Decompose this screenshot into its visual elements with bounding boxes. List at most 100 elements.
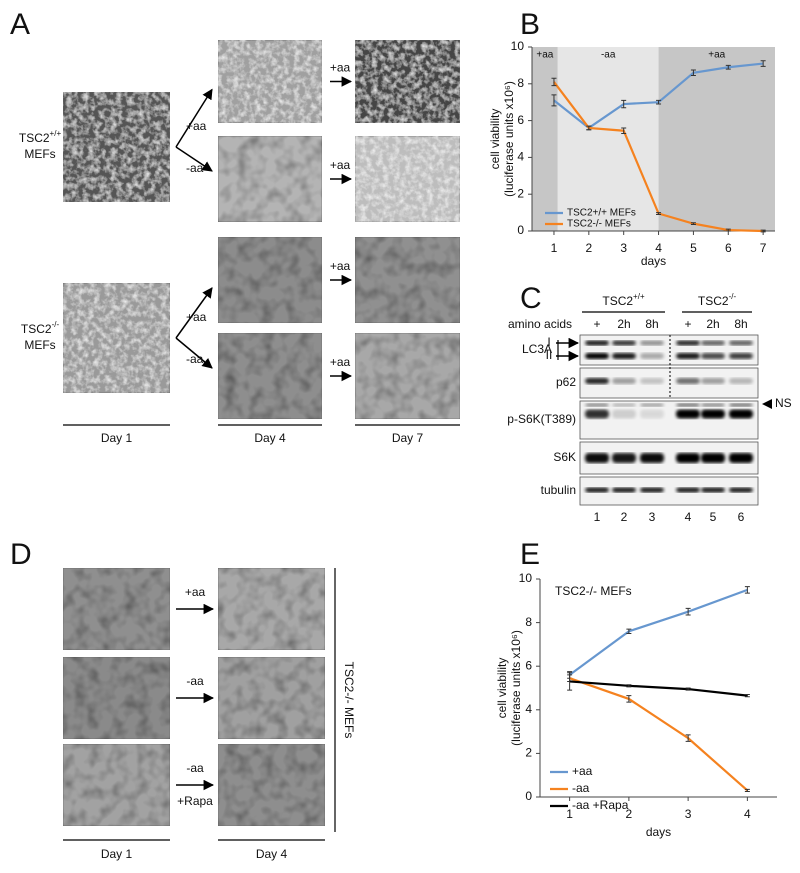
series-line xyxy=(569,680,748,697)
y-axis-label: (luciferase units x10⁶) xyxy=(502,81,516,197)
lane-treatment: 2h xyxy=(617,317,630,331)
blot-label: S6K xyxy=(553,450,576,464)
panel-label: A xyxy=(10,8,30,41)
label: TSC2+/+ xyxy=(602,292,645,308)
blot-band xyxy=(729,453,753,463)
series-line xyxy=(569,677,749,792)
blot-band xyxy=(640,353,664,359)
blot-strip xyxy=(579,334,759,366)
blot-band xyxy=(676,340,700,346)
lane-treatment: + xyxy=(593,317,600,331)
label: TSC2+/+ xyxy=(19,129,62,145)
x-tick-label: 1 xyxy=(566,807,573,821)
branch-label: -aa xyxy=(186,161,204,175)
series-line xyxy=(568,588,748,676)
blot-band xyxy=(676,409,700,419)
blot-band xyxy=(701,487,725,493)
x-tick-label: 7 xyxy=(760,241,767,255)
error-bar xyxy=(621,99,627,109)
blot-band xyxy=(585,409,609,419)
period-label: +aa xyxy=(708,50,725,61)
row-label: MEFs xyxy=(24,338,55,352)
error-bar xyxy=(725,64,731,70)
error-bar xyxy=(690,222,696,226)
x-tick-label: 3 xyxy=(685,807,692,821)
arrow-label: +aa xyxy=(330,259,351,273)
ns-label: NS xyxy=(775,396,792,410)
branch-label: +aa xyxy=(186,310,207,324)
error-bar xyxy=(744,788,750,793)
blot-label: tubulin xyxy=(541,483,576,497)
period-shade xyxy=(658,47,775,231)
x-tick-label: 4 xyxy=(655,241,662,255)
micrograph xyxy=(62,567,171,651)
lane-treatment: 2h xyxy=(706,317,719,331)
micrograph xyxy=(217,39,323,124)
legend-label: -aa +Rapa xyxy=(572,798,629,812)
error-bar xyxy=(567,672,573,691)
legend-label: TSC2+/+ MEFs xyxy=(567,208,636,219)
ns-arrowhead xyxy=(762,399,772,409)
y-tick-label: 6 xyxy=(525,658,532,672)
day-label: Day 1 xyxy=(101,847,133,861)
lc3-form: I xyxy=(547,335,550,349)
blot-strip xyxy=(579,400,759,440)
y-tick-label: 0 xyxy=(517,223,524,237)
blot-band xyxy=(640,378,664,384)
panel-label: E xyxy=(520,538,540,571)
error-bar xyxy=(621,127,627,134)
blot-band xyxy=(729,340,753,346)
micrograph xyxy=(217,656,326,740)
blot-band xyxy=(701,340,725,346)
error-bar xyxy=(685,607,691,616)
micrograph xyxy=(354,236,461,324)
blot-band xyxy=(701,378,725,384)
blot-band xyxy=(585,487,609,493)
micrograph xyxy=(217,135,323,223)
blot-label: LC3A xyxy=(522,342,552,356)
x-tick-label: 2 xyxy=(626,807,633,821)
error-bar xyxy=(586,125,592,131)
blot-label: p62 xyxy=(556,375,576,389)
label-main: TSC2 xyxy=(19,131,50,145)
blot-band xyxy=(640,453,664,463)
error-bar xyxy=(656,99,662,105)
micrograph xyxy=(62,91,171,203)
y-tick-label: 8 xyxy=(525,615,532,629)
blot-band xyxy=(701,409,725,419)
branch-label: +aa xyxy=(186,119,207,133)
panel-label: B xyxy=(520,8,540,41)
micrograph xyxy=(62,656,171,740)
x-axis-label: days xyxy=(646,825,671,839)
day-label: Day 1 xyxy=(101,431,133,445)
micrograph xyxy=(354,135,461,223)
lc3-form: II xyxy=(546,348,553,362)
label-main: TSC2 xyxy=(698,294,729,308)
x-tick-label: 5 xyxy=(690,241,697,255)
arrow-label: +aa xyxy=(330,158,351,172)
blot-band xyxy=(640,340,664,346)
y-tick-label: 0 xyxy=(525,789,532,803)
period-shade xyxy=(557,47,659,231)
y-tick-label: 10 xyxy=(511,39,525,53)
blot-strip xyxy=(579,367,759,399)
lane-treatment: + xyxy=(684,317,691,331)
micrograph xyxy=(62,282,171,394)
error-bar xyxy=(656,212,662,215)
lane-treatment: 8h xyxy=(645,317,658,331)
day-label: Day 7 xyxy=(392,431,424,445)
error-bar xyxy=(744,694,750,698)
lane-number: 6 xyxy=(738,510,745,524)
blot-band xyxy=(701,453,725,463)
lane-number: 1 xyxy=(594,510,601,524)
blot-band xyxy=(729,378,753,384)
blot-strip xyxy=(579,476,759,506)
blot-band xyxy=(585,453,609,463)
arrow-label: +aa xyxy=(330,355,351,369)
arrow-label: -aa xyxy=(186,761,204,775)
period-shade xyxy=(532,47,558,231)
y-axis-label: (luciferase units x10⁶) xyxy=(509,630,523,746)
treatment-label: amino acids xyxy=(508,317,572,331)
error-bar xyxy=(626,628,632,634)
error-bar xyxy=(744,586,750,594)
